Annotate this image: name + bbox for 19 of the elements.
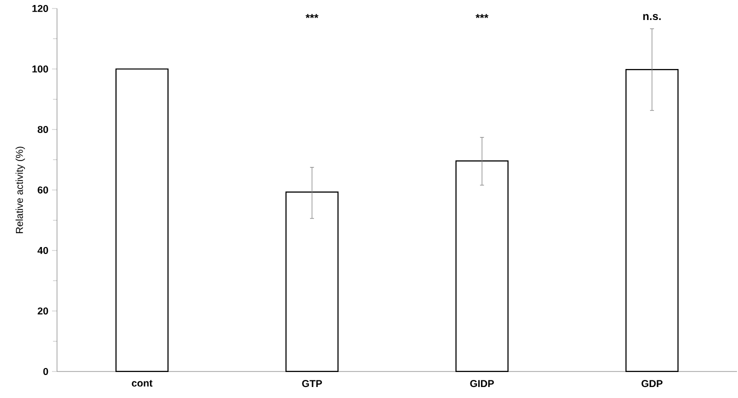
annotation: *** — [476, 14, 488, 18]
y-tick-label: 60 — [38, 186, 48, 194]
x-tick-label: GDP — [642, 380, 662, 388]
annotation: n.s. — [643, 14, 661, 20]
y-tick-label: 120 — [32, 4, 48, 12]
bar — [115, 68, 169, 372]
y-tick-label: 0 — [43, 368, 48, 376]
y-axis-title: Relative activity (%) — [16, 146, 25, 234]
x-tick-label: GIDP — [470, 380, 494, 388]
y-tick-label: 40 — [38, 246, 48, 254]
annotation: *** — [306, 14, 318, 18]
bar — [625, 69, 679, 372]
y-tick-label: 20 — [38, 307, 48, 315]
x-tick-label: cont — [132, 380, 152, 387]
bar — [285, 192, 339, 372]
x-tick-label: GTP — [302, 380, 322, 388]
y-tick-label: 100 — [32, 65, 48, 73]
bar — [455, 160, 509, 372]
y-tick-label: 80 — [38, 126, 48, 134]
